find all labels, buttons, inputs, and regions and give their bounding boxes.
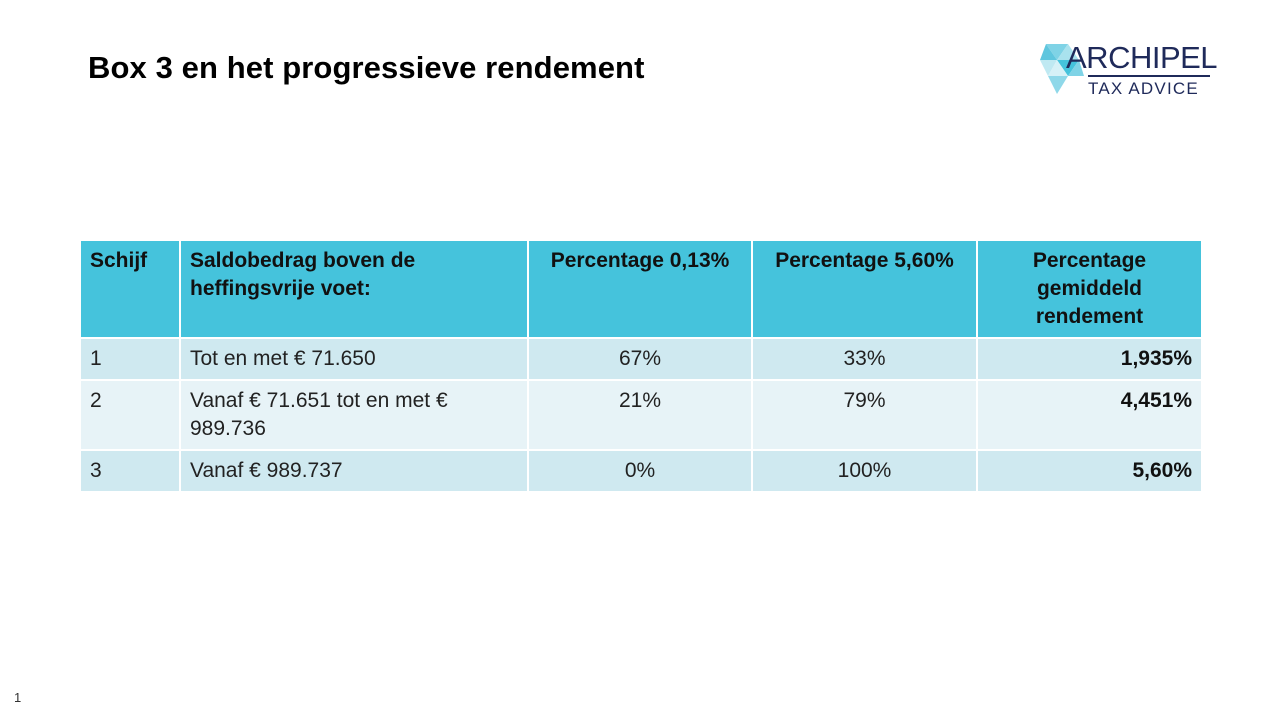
cell-percentage-low: 67%: [527, 337, 753, 381]
cell-schijf: 2: [79, 379, 181, 451]
cell-percentage-high: 100%: [751, 449, 978, 493]
header-saldobedrag: Saldobedrag boven de heffingsvrije voet:: [179, 239, 529, 339]
cell-percentage-average: 1,935%: [976, 337, 1203, 381]
header-percentage-high: Percentage 5,60%: [751, 239, 978, 339]
archipel-logo: ARCHIPEL TAX ADVICE: [1038, 40, 1218, 100]
header-percentage-average: Percentage gemiddeld rendement: [976, 239, 1203, 339]
cell-schijf: 3: [79, 449, 181, 493]
header-percentage-low: Percentage 0,13%: [527, 239, 753, 339]
cell-saldobedrag: Vanaf € 989.737: [179, 449, 529, 493]
logo-name: ARCHIPEL: [1066, 40, 1218, 75]
cell-percentage-average: 4,451%: [976, 379, 1203, 451]
header-schijf: Schijf: [79, 239, 181, 339]
logo-tagline: TAX ADVICE: [1088, 79, 1199, 98]
table-header-row: Schijf Saldobedrag boven de heffingsvrij…: [79, 239, 1203, 339]
cell-saldobedrag: Vanaf € 71.651 tot en met € 989.736: [179, 379, 529, 451]
cell-schijf: 1: [79, 337, 181, 381]
cell-percentage-low: 21%: [527, 379, 753, 451]
table-row: 1 Tot en met € 71.650 67% 33% 1,935%: [79, 337, 1203, 381]
cell-saldobedrag: Tot en met € 71.650: [179, 337, 529, 381]
cell-percentage-average: 5,60%: [976, 449, 1203, 493]
slide-title: Box 3 en het progressieve rendement: [88, 50, 645, 85]
cell-percentage-high: 33%: [751, 337, 978, 381]
table-row: 3 Vanaf € 989.737 0% 100% 5,60%: [79, 449, 1203, 493]
box3-rates-table: Schijf Saldobedrag boven de heffingsvrij…: [79, 239, 1203, 493]
page-number: 1: [14, 690, 22, 705]
cell-percentage-high: 79%: [751, 379, 978, 451]
archipel-logo-mark-icon: [1040, 44, 1084, 94]
cell-percentage-low: 0%: [527, 449, 753, 493]
logo-divider: [1088, 75, 1210, 77]
table-row: 2 Vanaf € 71.651 tot en met € 989.736 21…: [79, 379, 1203, 451]
